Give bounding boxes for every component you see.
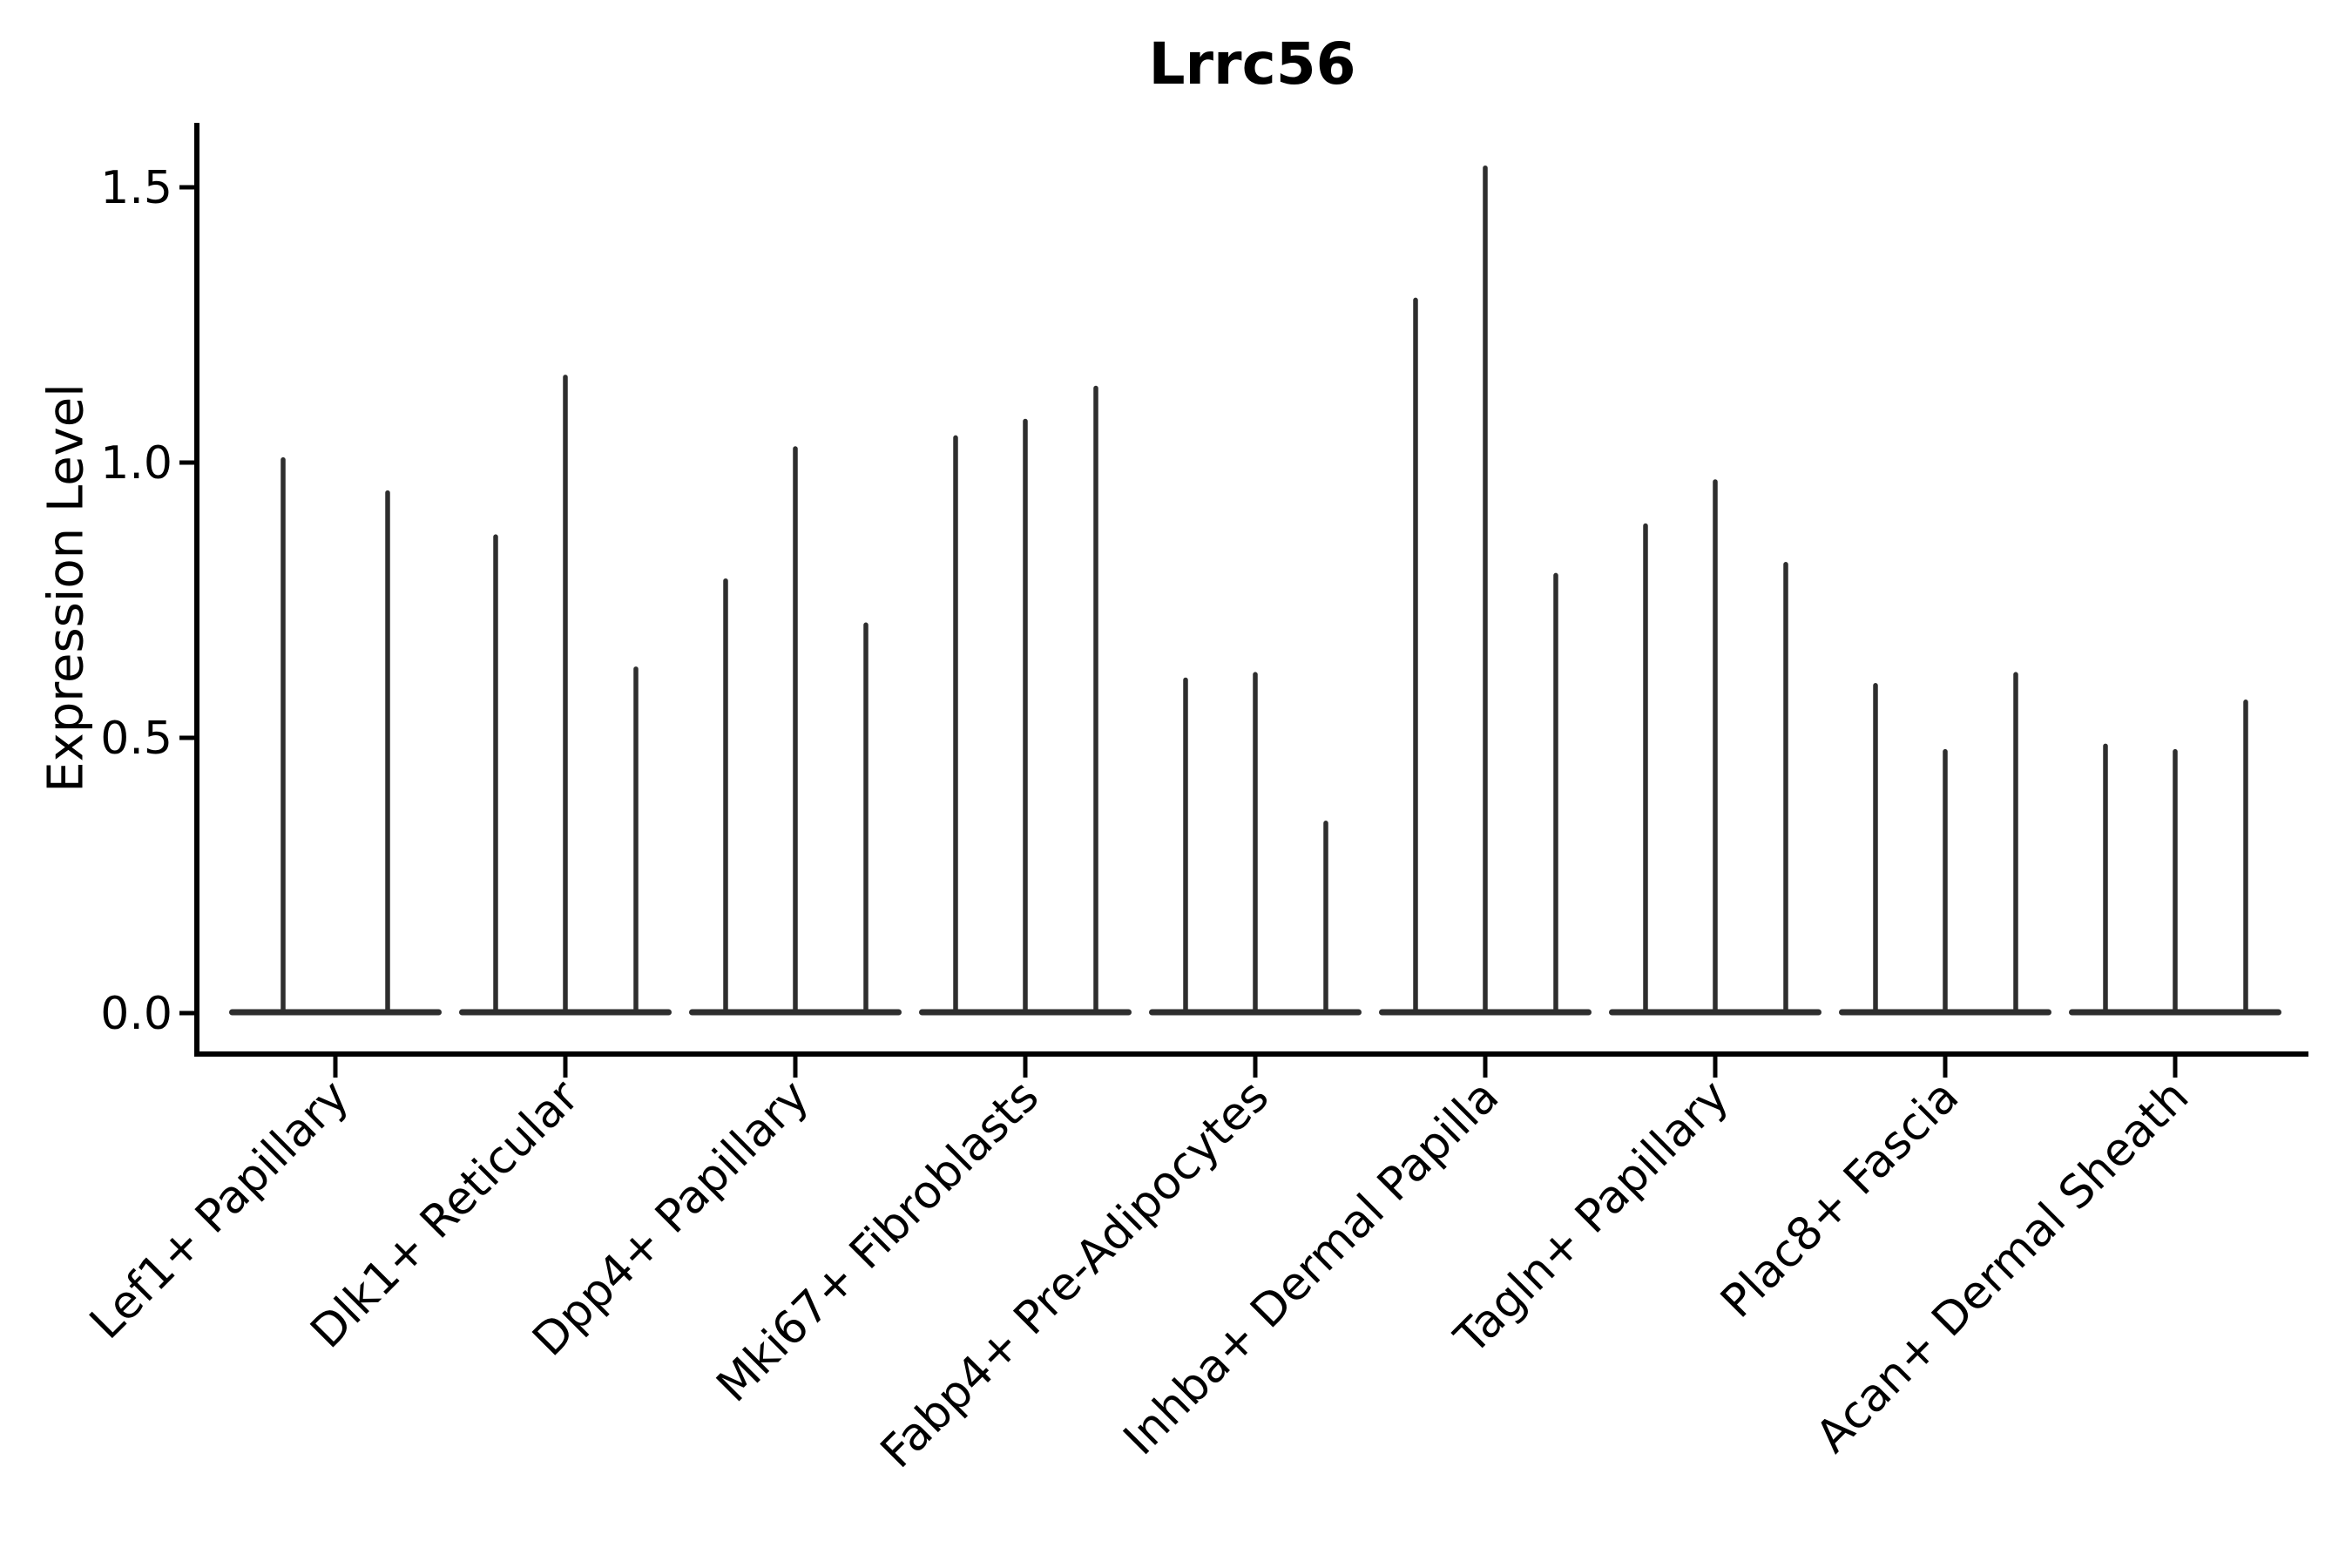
- x-tick-label: Plac8+ Fascia: [1711, 1071, 1969, 1328]
- y-tick-label: 0.0: [100, 988, 172, 1040]
- y-tick-label: 1.5: [100, 162, 172, 214]
- chart-title: Lrrc56: [1148, 30, 1356, 98]
- x-tick-label: Acan+ Dermal Sheath: [1807, 1071, 2200, 1463]
- y-axis-title: Expression Level: [37, 383, 95, 793]
- y-tick-label: 1.0: [100, 437, 172, 490]
- violin-base: [229, 1009, 442, 1016]
- x-tick-label: Fabp4+ Pre-Adipocytes: [871, 1071, 1279, 1478]
- x-tick-label: Inhba+ Dermal Papilla: [1114, 1071, 1509, 1465]
- y-tick-label: 0.5: [100, 713, 172, 765]
